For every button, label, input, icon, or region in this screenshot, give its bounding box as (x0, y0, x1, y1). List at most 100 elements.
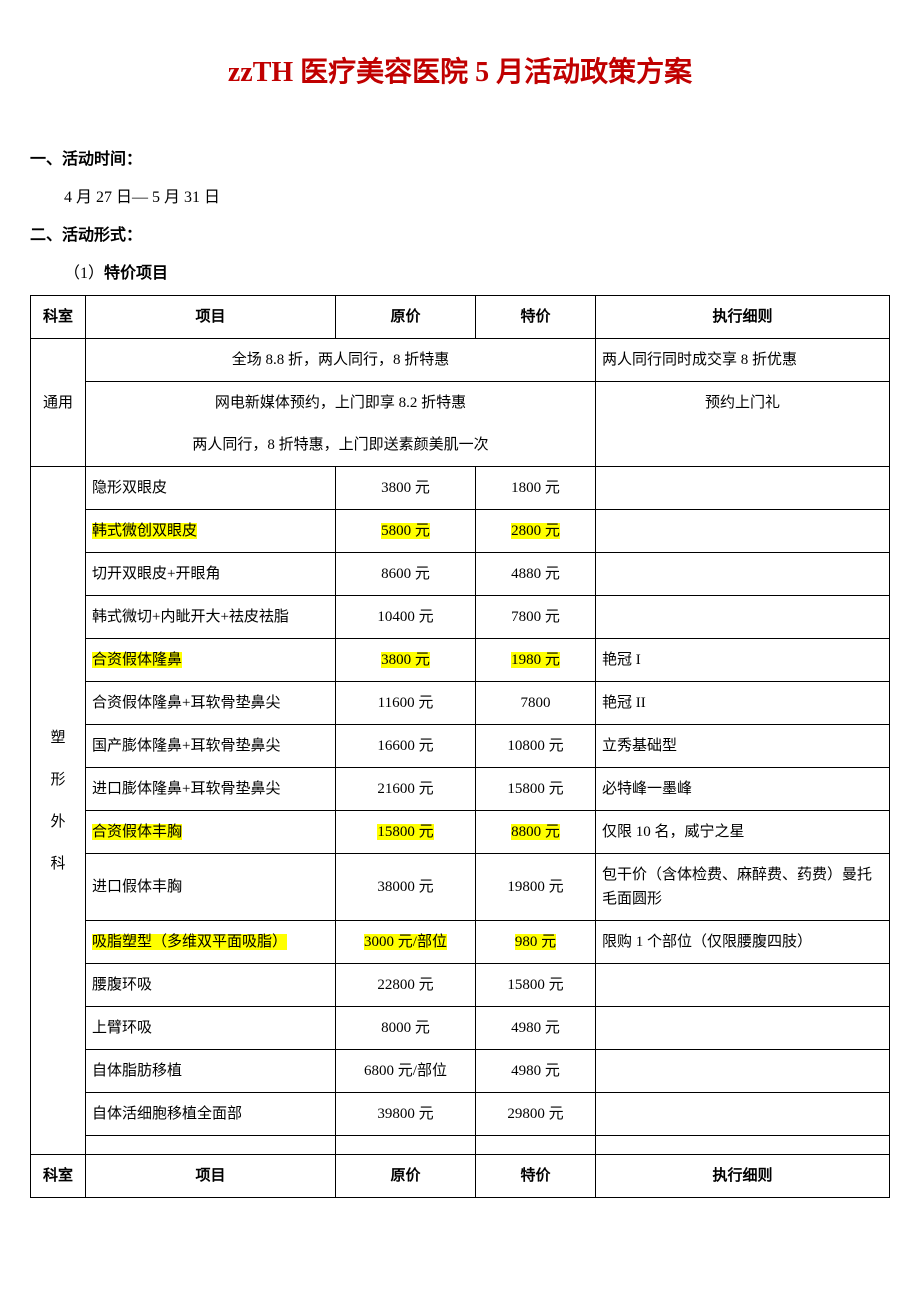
common-promo-1: 全场 8.8 折，两人同行，8 折特惠 (86, 339, 596, 382)
surgery-row: 合资假体隆鼻3800 元1980 元艳冠 I (31, 639, 890, 682)
footer-sale: 特价 (476, 1155, 596, 1198)
common-row-1: 通用 全场 8.8 折，两人同行，8 折特惠 两人同行同时成交享 8 折优惠 (31, 339, 890, 382)
rule-cell: 艳冠 I (596, 639, 890, 682)
surgery-row: 上臂环吸8000 元4980 元 (31, 1007, 890, 1050)
project-cell: 自体活细胞移植全面部 (86, 1093, 336, 1136)
orig-cell: 21600 元 (336, 768, 476, 811)
dept-surgery: 塑形外科 (31, 467, 86, 1136)
project-cell: 进口膨体隆鼻+耳软骨垫鼻尖 (86, 768, 336, 811)
orig-cell: 10400 元 (336, 596, 476, 639)
surgery-row: 韩式微创双眼皮5800 元2800 元 (31, 510, 890, 553)
section-2-sub: （1）特价项目 (64, 259, 890, 283)
surgery-row: 自体活细胞移植全面部39800 元29800 元 (31, 1093, 890, 1136)
rule-cell: 艳冠 II (596, 682, 890, 725)
surgery-row: 进口膨体隆鼻+耳软骨垫鼻尖21600 元15800 元必特峰一墨峰 (31, 768, 890, 811)
project-cell: 腰腹环吸 (86, 964, 336, 1007)
surgery-row: 切开双眼皮+开眼角8600 元4880 元 (31, 553, 890, 596)
sale-cell: 2800 元 (476, 510, 596, 553)
project-cell: 上臂环吸 (86, 1007, 336, 1050)
orig-cell: 38000 元 (336, 854, 476, 921)
rule-cell: 限购 1 个部位（仅限腰腹四肢） (596, 921, 890, 964)
sale-cell: 19800 元 (476, 854, 596, 921)
project-cell: 合资假体隆鼻+耳软骨垫鼻尖 (86, 682, 336, 725)
sale-cell: 1980 元 (476, 639, 596, 682)
activity-time: 4 月 27 日— 5 月 31 日 (64, 183, 890, 207)
sale-cell: 4880 元 (476, 553, 596, 596)
project-cell: 隐形双眼皮 (86, 467, 336, 510)
orig-cell: 6800 元/部位 (336, 1050, 476, 1093)
surgery-row: 进口假体丰胸38000 元19800 元包干价（含体检费、麻醉费、药费）曼托毛面… (31, 854, 890, 921)
rule-cell (596, 1007, 890, 1050)
rule-cell: 必特峰一墨峰 (596, 768, 890, 811)
project-cell: 进口假体丰胸 (86, 854, 336, 921)
project-cell: 合资假体隆鼻 (86, 639, 336, 682)
orig-cell: 11600 元 (336, 682, 476, 725)
sale-cell: 4980 元 (476, 1007, 596, 1050)
orig-cell: 39800 元 (336, 1093, 476, 1136)
surgery-row: 合资假体丰胸15800 元8800 元仅限 10 名，威宁之星 (31, 811, 890, 854)
sale-cell: 15800 元 (476, 964, 596, 1007)
orig-cell: 22800 元 (336, 964, 476, 1007)
surgery-row: 腰腹环吸22800 元15800 元 (31, 964, 890, 1007)
rule-cell (596, 596, 890, 639)
sale-cell: 10800 元 (476, 725, 596, 768)
project-cell: 国产膨体隆鼻+耳软骨垫鼻尖 (86, 725, 336, 768)
common-row-3: 两人同行，8 折特惠，上门即送素颜美肌一次 (31, 424, 890, 467)
common-rule-3 (596, 424, 890, 467)
sale-cell: 1800 元 (476, 467, 596, 510)
section-1-heading: 一、活动时间： (30, 145, 890, 169)
surgery-row: 吸脂塑型（多维双平面吸脂）3000 元/部位980 元限购 1 个部位（仅限腰腹… (31, 921, 890, 964)
orig-cell: 5800 元 (336, 510, 476, 553)
header-row: 科室 项目 原价 特价 执行细则 (31, 296, 890, 339)
sale-cell: 980 元 (476, 921, 596, 964)
surgery-row: 韩式微切+内眦开大+祛皮祛脂10400 元7800 元 (31, 596, 890, 639)
document-title: zzTH 医疗美容医院 5 月活动政策方案 (30, 50, 890, 90)
orig-cell: 3800 元 (336, 467, 476, 510)
footer-dept: 科室 (31, 1155, 86, 1198)
header-dept: 科室 (31, 296, 86, 339)
project-cell: 合资假体丰胸 (86, 811, 336, 854)
footer-rule: 执行细则 (596, 1155, 890, 1198)
rule-cell (596, 1093, 890, 1136)
orig-cell: 3800 元 (336, 639, 476, 682)
footer-project: 项目 (86, 1155, 336, 1198)
header-sale: 特价 (476, 296, 596, 339)
orig-cell: 3000 元/部位 (336, 921, 476, 964)
footer-orig: 原价 (336, 1155, 476, 1198)
common-rule-1: 两人同行同时成交享 8 折优惠 (596, 339, 890, 382)
surgery-row: 国产膨体隆鼻+耳软骨垫鼻尖16600 元10800 元立秀基础型 (31, 725, 890, 768)
rule-cell: 立秀基础型 (596, 725, 890, 768)
rule-cell (596, 510, 890, 553)
rule-cell: 包干价（含体检费、麻醉费、药费）曼托毛面圆形 (596, 854, 890, 921)
sale-cell: 29800 元 (476, 1093, 596, 1136)
sale-cell: 4980 元 (476, 1050, 596, 1093)
orig-cell: 15800 元 (336, 811, 476, 854)
sale-cell: 7800 (476, 682, 596, 725)
common-promo-2: 网电新媒体预约，上门即享 8.2 折特惠 (86, 382, 596, 425)
surgery-row: 合资假体隆鼻+耳软骨垫鼻尖11600 元7800艳冠 II (31, 682, 890, 725)
orig-cell: 8600 元 (336, 553, 476, 596)
project-cell: 韩式微创双眼皮 (86, 510, 336, 553)
sale-cell: 7800 元 (476, 596, 596, 639)
header-orig: 原价 (336, 296, 476, 339)
footer-header-row: 科室 项目 原价 特价 执行细则 (31, 1155, 890, 1198)
rule-cell (596, 553, 890, 596)
blank-row (31, 1136, 890, 1155)
header-project: 项目 (86, 296, 336, 339)
surgery-row: 塑形外科隐形双眼皮3800 元1800 元 (31, 467, 890, 510)
surgery-row: 自体脂肪移植6800 元/部位4980 元 (31, 1050, 890, 1093)
orig-cell: 8000 元 (336, 1007, 476, 1050)
project-cell: 韩式微切+内眦开大+祛皮祛脂 (86, 596, 336, 639)
rule-cell (596, 1050, 890, 1093)
project-cell: 切开双眼皮+开眼角 (86, 553, 336, 596)
rule-cell: 仅限 10 名，威宁之星 (596, 811, 890, 854)
common-rule-2: 预约上门礼 (596, 382, 890, 425)
common-promo-3: 两人同行，8 折特惠，上门即送素颜美肌一次 (86, 424, 596, 467)
project-cell: 自体脂肪移植 (86, 1050, 336, 1093)
sale-cell: 15800 元 (476, 768, 596, 811)
header-rule: 执行细则 (596, 296, 890, 339)
rule-cell (596, 467, 890, 510)
dept-common: 通用 (31, 339, 86, 467)
section-2-heading: 二、活动形式： (30, 221, 890, 245)
promo-table: 科室 项目 原价 特价 执行细则 通用 全场 8.8 折，两人同行，8 折特惠 … (30, 295, 890, 1198)
